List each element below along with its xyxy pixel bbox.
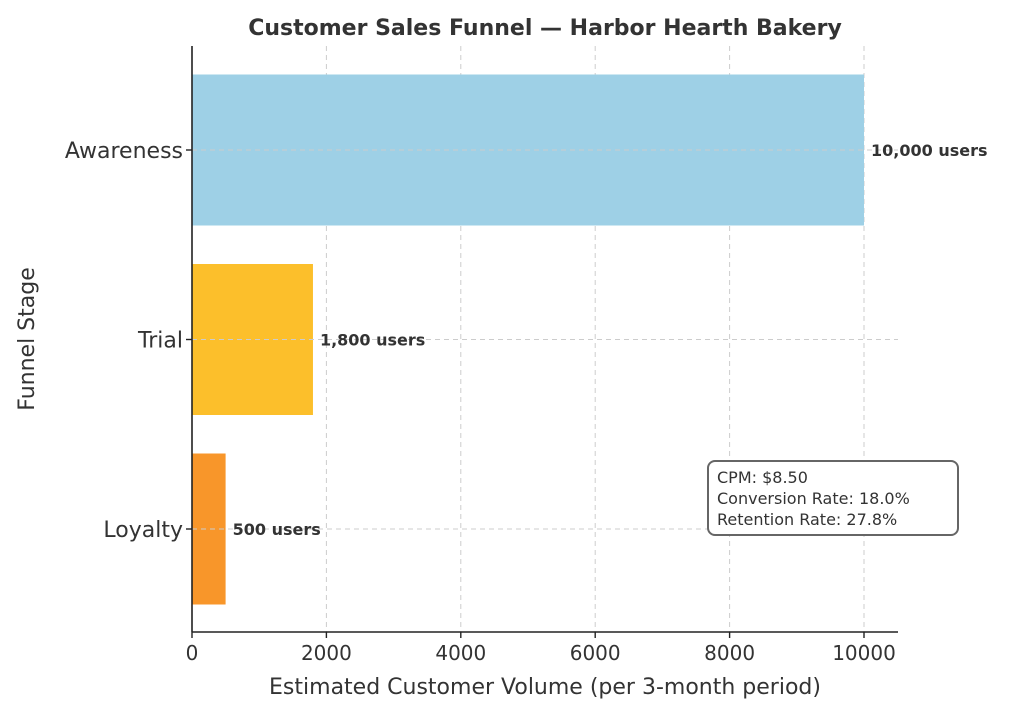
x-tick-label: 6000 <box>570 641 621 665</box>
y-tick-label: Trial <box>137 329 183 354</box>
chart-title: Customer Sales Funnel — Harbor Hearth Ba… <box>248 16 842 41</box>
metrics-annotation-box: CPM: $8.50 Conversion Rate: 18.0% Retent… <box>707 460 959 536</box>
conversion-rate-text: Conversion Rate: 18.0% <box>717 489 910 508</box>
data-label: 10,000 users <box>871 141 988 160</box>
x-tick-label: 10000 <box>832 641 896 665</box>
y-tick-label: Awareness <box>65 139 183 164</box>
x-tick-label: 8000 <box>704 641 755 665</box>
retention-rate-text: Retention Rate: 27.8% <box>717 510 898 529</box>
x-tick-label: 4000 <box>435 641 486 665</box>
x-tick-label: 2000 <box>301 641 352 665</box>
cpm-text: CPM: $8.50 <box>717 468 808 487</box>
y-tick-label: Loyalty <box>103 518 183 543</box>
x-tick-label: 0 <box>186 641 199 665</box>
data-label: 500 users <box>233 520 321 539</box>
y-axis-label: Funnel Stage <box>15 267 40 411</box>
data-label: 1,800 users <box>320 331 425 350</box>
x-axis-label: Estimated Customer Volume (per 3-month p… <box>269 675 821 700</box>
